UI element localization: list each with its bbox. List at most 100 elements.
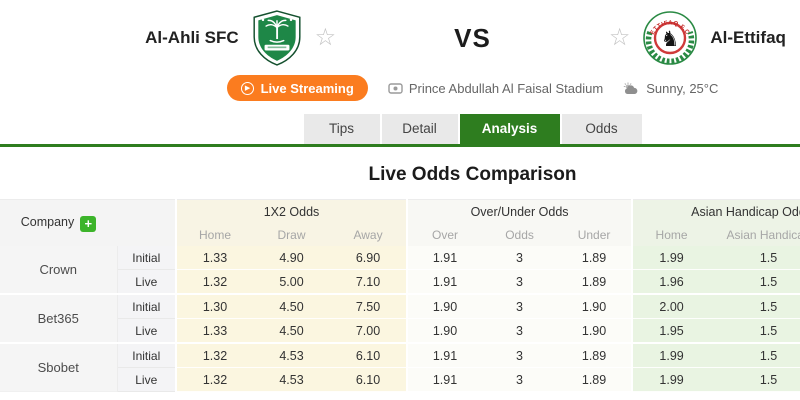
away-team-name: Al-Ettifaq [710, 28, 786, 47]
table-row: Bet365 Initial 1.30 4.50 7.50 1.90 3 1.9… [0, 293, 800, 343]
odds-cell: 1.91 [407, 367, 483, 392]
tab-bar: Tips Detail Analysis Odds [0, 114, 800, 144]
odds-cell: 6.10 [330, 367, 409, 392]
odds-cell: 1.5 [710, 246, 800, 270]
odds-cell: 6.90 [330, 246, 409, 270]
odds-comparison-table: Company + 1X2 Odds Over/Under Odds Asian … [0, 199, 800, 392]
odds-cell: 4.50 [253, 293, 330, 319]
odds-cell: 1.91 [407, 246, 483, 270]
weather-sun-cloud-icon [624, 82, 638, 94]
odds-cell: 1.5 [710, 269, 800, 295]
row-label-initial: Initial [117, 342, 177, 368]
odds-cell: 1.32 [176, 342, 253, 368]
table-row: Live 1.32 5.00 7.10 1.91 3 1.89 1.96 1.5 [0, 269, 800, 295]
odds-cell: 6.10 [330, 342, 409, 368]
odds-cell: 1.91 [407, 342, 483, 368]
row-label-initial: Initial [117, 246, 177, 270]
odds-cell: 1.90 [407, 318, 483, 344]
odds-cell: 1.99 [632, 246, 711, 270]
match-info-bar: ▶ Live Streaming Prince Abdullah Al Fais… [0, 73, 800, 103]
home-team-name: Al-Ahli SFC [145, 28, 239, 47]
horse-glyph: ♞ [661, 28, 680, 51]
subheader-ah-home: Home [632, 224, 711, 246]
home-team: Al-Ahli SFC ☆ [0, 10, 336, 66]
subheader-odds: Odds [482, 224, 558, 246]
odds-cell: 1.89 [557, 246, 634, 270]
tab-analysis[interactable]: Analysis [459, 114, 560, 144]
odds-cell: 1.5 [710, 293, 800, 319]
odds-cell: 1.32 [176, 367, 253, 392]
odds-cell: 1.5 [710, 367, 800, 392]
table-row: Sbobet Initial 1.32 4.53 6.10 1.91 3 1.8… [0, 342, 800, 392]
odds-cell: 7.00 [330, 318, 409, 344]
odds-cell: 1.90 [407, 293, 483, 319]
subheader-home: Home [176, 224, 253, 246]
al-ahli-logo-icon [253, 10, 301, 66]
company-name: Sbobet [0, 342, 118, 392]
venue-info: Prince Abdullah Al Faisal Stadium [388, 81, 603, 96]
odds-cell: 1.89 [557, 269, 634, 295]
row-label-initial: Initial [117, 293, 177, 319]
odds-cell: 1.32 [176, 269, 253, 295]
weather-text: Sunny, 25°C [646, 80, 719, 96]
odds-cell: 1.89 [557, 342, 634, 368]
tab-tips[interactable]: Tips [303, 114, 380, 144]
subheader-away: Away [330, 224, 409, 246]
section-title: Live Odds Comparison [368, 164, 577, 185]
tab-underline [0, 144, 800, 147]
group-header-asian-handicap: Asian Handicap Odds [632, 199, 800, 224]
odds-cell: 1.95 [632, 318, 711, 344]
row-label-live: Live [117, 367, 177, 392]
odds-cell: 5.00 [253, 269, 330, 295]
odds-cell: 3 [482, 318, 558, 344]
row-label-live: Live [117, 269, 177, 295]
odds-cell: 3 [482, 342, 558, 368]
odds-cell: 3 [482, 246, 558, 270]
match-header: Al-Ahli SFC ☆ VS ☆ [0, 0, 800, 70]
odds-cell: 1.30 [176, 293, 253, 319]
company-header-label: Company [20, 214, 75, 229]
odds-cell: 1.5 [710, 318, 800, 344]
away-favorite-star-icon[interactable]: ☆ [608, 24, 631, 51]
odds-cell: 2.00 [632, 293, 711, 319]
subheader-ah-line: Asian Handicap [710, 224, 800, 246]
odds-cell: 1.90 [557, 293, 634, 319]
play-icon: ▶ [240, 81, 254, 95]
subheader-under: Under [557, 224, 634, 246]
row-type-column-header [117, 199, 177, 246]
odds-cell: 4.90 [253, 246, 330, 270]
odds-cell: 1.33 [176, 318, 253, 344]
group-header-over-under: Over/Under Odds [407, 199, 634, 224]
odds-cell: 3 [482, 293, 558, 319]
table-row: Live 1.32 4.53 6.10 1.91 3 1.89 1.99 1.5 [0, 367, 800, 392]
venue-name: Prince Abdullah Al Faisal Stadium [408, 80, 604, 96]
ettifaq-logo-icon: ETTIFAQ F.C ♞ [643, 11, 698, 65]
odds-cell: 3 [482, 269, 558, 295]
odds-cell: 7.10 [330, 269, 409, 295]
home-favorite-star-icon[interactable]: ☆ [314, 24, 337, 51]
add-company-button[interactable]: + [80, 215, 97, 232]
odds-cell: 1.99 [632, 367, 711, 392]
odds-cell: 1.99 [632, 342, 711, 368]
subheader-draw: Draw [253, 224, 330, 246]
live-streaming-button[interactable]: ▶ Live Streaming [226, 75, 368, 101]
away-team: ☆ ETTIFAQ F.C ♞ Al-Ettifaq [609, 11, 800, 65]
live-streaming-label: Live Streaming [260, 80, 354, 96]
odds-cell: 3 [482, 367, 558, 392]
weather-info: Sunny, 25°C [623, 81, 718, 96]
vs-label: VS [454, 22, 491, 53]
odds-cell: 4.53 [253, 367, 330, 392]
odds-cell: 1.96 [632, 269, 711, 295]
stadium-icon [388, 82, 403, 94]
odds-cell: 1.91 [407, 269, 483, 295]
tab-odds[interactable]: Odds [561, 114, 642, 144]
odds-cell: 1.89 [557, 367, 634, 392]
company-name: Crown [0, 246, 118, 294]
tab-detail[interactable]: Detail [381, 114, 458, 144]
odds-cell: 7.50 [330, 293, 409, 319]
company-name: Bet365 [0, 293, 118, 343]
group-header-1x2: 1X2 Odds [176, 199, 409, 224]
odds-cell: 4.50 [253, 318, 330, 344]
table-row: Crown Initial 1.33 4.90 6.90 1.91 3 1.89… [0, 246, 800, 294]
